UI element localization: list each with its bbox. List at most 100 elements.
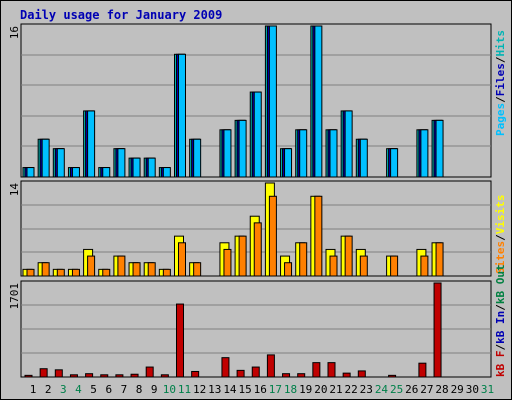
bar-kb-f-8 — [130, 373, 139, 378]
x-tick-label: 2 — [45, 383, 52, 396]
bar-kb-f-5 — [85, 373, 94, 378]
legend-sep: / — [494, 96, 507, 103]
bar-sites-22 — [344, 235, 353, 277]
bar-kb-f-11 — [176, 303, 184, 378]
bar-kb-f-22 — [342, 372, 351, 378]
x-tick-label: 24 — [375, 383, 389, 396]
bar-pages-16 — [253, 91, 262, 178]
bar-pages-18 — [284, 148, 293, 178]
legend-text: Sites/Visits — [494, 195, 507, 275]
x-tick-label: 9 — [151, 383, 158, 396]
bar-pages-22 — [344, 110, 353, 178]
bar-sites-20 — [314, 195, 323, 277]
bar-sites-17 — [268, 195, 277, 277]
bar-kb-f-20 — [312, 362, 321, 378]
legend-sites-visits: Sites/Visits — [494, 195, 507, 275]
legend-sep: / — [494, 234, 507, 241]
bar-pages-4 — [71, 167, 80, 178]
bar-pages-27 — [420, 129, 429, 178]
bar-kb-f-4 — [69, 374, 78, 378]
bar-kb-f-23 — [357, 370, 366, 378]
bar-kb-f-7 — [115, 374, 124, 378]
bar-sites-6 — [102, 268, 111, 277]
bar-sites-11 — [178, 242, 186, 277]
x-tick-label: 4 — [75, 383, 82, 396]
bar-kb-f-15 — [236, 369, 245, 378]
bar-pages-9 — [147, 157, 156, 178]
legend-pages: Pages — [494, 103, 507, 136]
x-tick-label: 21 — [329, 383, 342, 396]
visits-panel: 14 — [8, 180, 492, 277]
bar-sites-14 — [223, 248, 232, 277]
bar-sites-28 — [435, 242, 444, 277]
bar-pages-15 — [238, 119, 247, 178]
legend-kb_in: kB In — [494, 311, 507, 344]
bar-sites-19 — [299, 242, 308, 277]
bar-kb-f-10 — [160, 374, 169, 378]
x-tick-label: 23 — [360, 383, 373, 396]
x-tick-label: 11 — [178, 383, 191, 396]
bar-pages-11 — [178, 53, 186, 178]
bar-sites-5 — [87, 255, 96, 277]
bar-kb-f-25 — [388, 374, 397, 378]
bar-sites-1 — [26, 268, 35, 277]
legend-visits: Visits — [494, 195, 507, 235]
x-tick-label: 31 — [481, 383, 494, 396]
bar-kb-f-28 — [433, 282, 442, 378]
legend-kb_f: kB F — [494, 351, 507, 378]
bar-sites-27 — [420, 255, 429, 277]
bar-pages-28 — [435, 119, 444, 178]
bar-pages-20 — [314, 25, 323, 178]
legend-sep: / — [494, 304, 507, 311]
bar-pages-1 — [26, 167, 35, 178]
bar-sites-12 — [193, 262, 202, 277]
bar-sites-3 — [56, 268, 65, 277]
x-tick-label: 1 — [30, 383, 37, 396]
chart-title: Daily usage for January 2009 — [20, 8, 222, 22]
bar-kb-f-27 — [418, 362, 427, 378]
x-tick-label: 14 — [223, 383, 237, 396]
x-tick-label: 18 — [284, 383, 297, 396]
legend-kb_out: kB Out — [494, 264, 507, 304]
bar-sites-23 — [359, 255, 368, 277]
bar-kb-f-19 — [297, 373, 306, 378]
x-tick-label: 16 — [254, 383, 267, 396]
legend-sep: / — [494, 56, 507, 63]
x-tick-label: 3 — [60, 383, 67, 396]
x-tick-label: 28 — [435, 383, 448, 396]
bar-sites-9 — [147, 262, 156, 277]
x-tick-label: 10 — [163, 383, 176, 396]
x-tick-label: 20 — [314, 383, 327, 396]
legend-text: Pages/Files/Hits — [494, 30, 507, 136]
x-tick-label: 19 — [299, 383, 312, 396]
x-tick-label: 15 — [238, 383, 251, 396]
bar-pages-25 — [390, 148, 399, 178]
bar-sites-2 — [41, 262, 50, 277]
bar-sites-18 — [284, 262, 293, 277]
x-tick-label: 30 — [466, 383, 479, 396]
y-max-label: 1701 — [8, 283, 21, 310]
bar-pages-2 — [41, 138, 50, 178]
bar-pages-23 — [359, 138, 368, 178]
legend-kbytes: kB F/kB In/kB Out — [494, 264, 507, 377]
bar-sites-21 — [329, 255, 338, 277]
kbytes-panel: 1701 — [8, 280, 492, 378]
bar-pages-7 — [117, 148, 126, 178]
bar-pages-12 — [193, 138, 202, 178]
y-max-label: 14 — [8, 183, 21, 197]
bar-kb-f-17 — [266, 354, 275, 378]
bar-pages-3 — [56, 148, 65, 178]
x-tick-label: 12 — [193, 383, 206, 396]
x-tick-label: 26 — [405, 383, 418, 396]
bar-sites-16 — [253, 222, 262, 277]
bar-pages-5 — [87, 110, 96, 178]
x-tick-label: 8 — [136, 383, 143, 396]
bar-kb-f-12 — [191, 370, 200, 378]
bar-kb-f-1 — [24, 374, 33, 378]
legend-sites: Sites — [494, 241, 507, 274]
bar-sites-10 — [162, 268, 171, 277]
bar-kb-f-2 — [39, 368, 48, 378]
bar-pages-8 — [132, 157, 141, 178]
bar-pages-21 — [329, 129, 338, 178]
